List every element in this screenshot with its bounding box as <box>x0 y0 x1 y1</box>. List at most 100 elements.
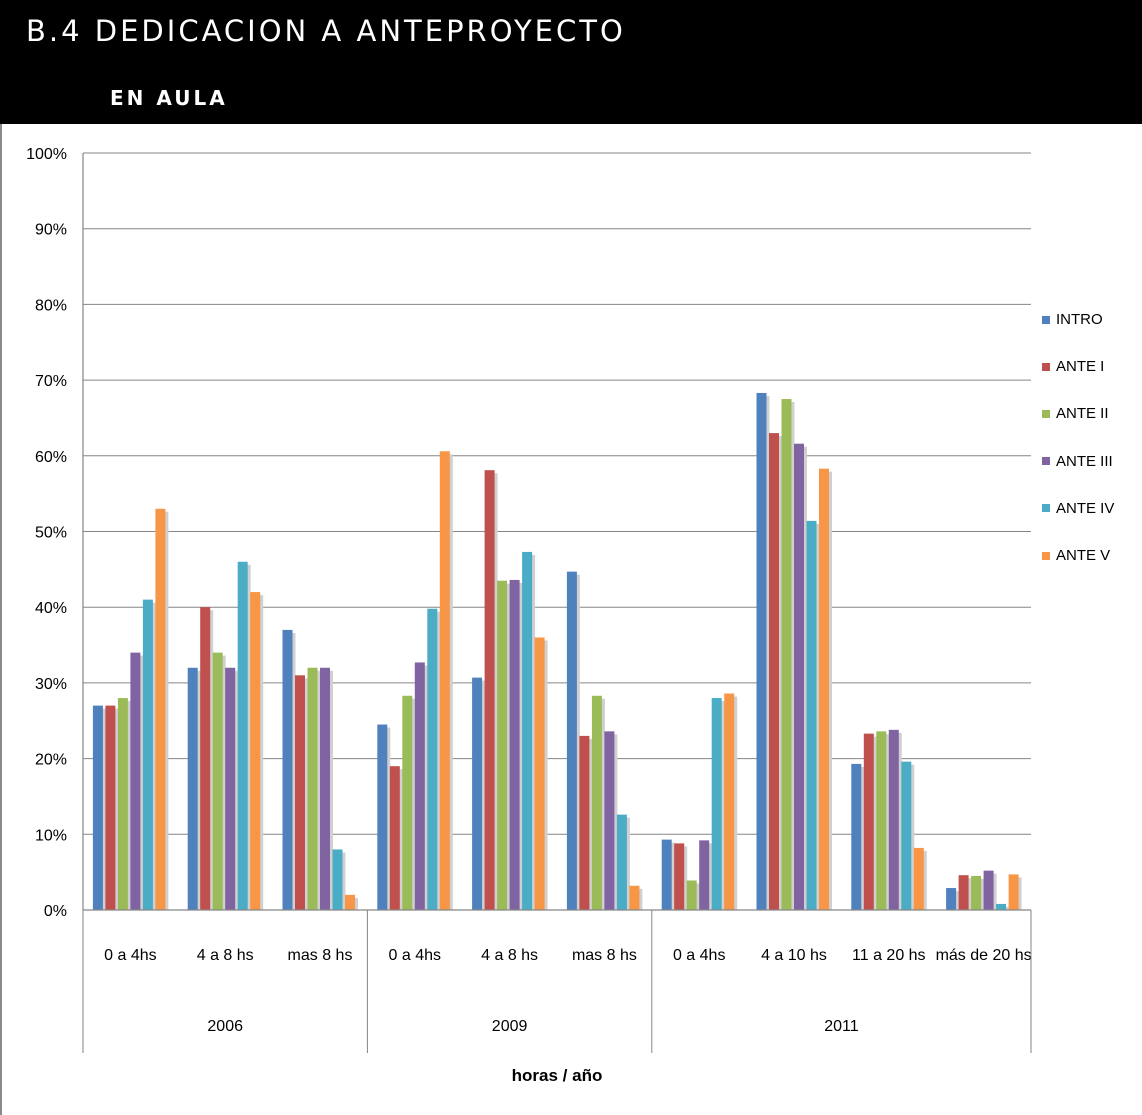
x-tick-label: 0 a 4hs <box>104 947 156 964</box>
x-tick-label: 4 a 8 hs <box>481 947 538 964</box>
legend-item: ANTE I <box>1042 343 1140 390</box>
bar <box>439 451 450 910</box>
legend-label: ANTE I <box>1056 358 1105 376</box>
legend-swatch <box>1042 551 1050 560</box>
y-tick-label: 10% <box>35 827 67 844</box>
page-title: B.4 DEDICACION A ANTEPROYECTO <box>26 14 626 48</box>
legend-label: ANTE III <box>1056 452 1113 470</box>
bar <box>996 903 1007 910</box>
legend-item: ANTE II <box>1042 390 1140 437</box>
bar <box>484 470 495 910</box>
bar <box>250 592 261 910</box>
chart-legend: INTRO ANTE I ANTE II ANTE III ANTE IV ANTE V <box>1042 296 1140 579</box>
bar <box>522 551 533 910</box>
legend-swatch <box>1042 504 1050 513</box>
bar <box>389 766 400 910</box>
y-tick-label: 40% <box>35 600 67 617</box>
bar <box>237 561 248 910</box>
x-tick-label: mas 8 hs <box>572 947 637 964</box>
bar <box>155 508 166 910</box>
bar <box>402 695 413 910</box>
bar <box>711 698 722 910</box>
legend-item: ANTE III <box>1042 438 1140 485</box>
bar <box>699 840 710 910</box>
bar <box>756 392 767 910</box>
group-label: 2011 <box>824 1018 859 1035</box>
legend-item: ANTE V <box>1042 532 1140 579</box>
legend-item: ANTE IV <box>1042 485 1140 532</box>
bar <box>806 520 817 910</box>
bar <box>769 433 779 910</box>
y-tick-label: 20% <box>35 752 67 769</box>
bar <box>427 608 438 910</box>
bar <box>674 843 685 910</box>
bar <box>781 399 792 910</box>
bar <box>794 443 804 910</box>
bar <box>851 763 862 910</box>
y-tick-label: 50% <box>35 525 67 542</box>
bar <box>579 735 590 910</box>
bar <box>863 733 874 910</box>
y-tick-label: 70% <box>35 373 67 390</box>
legend-label: ANTE IV <box>1056 499 1115 517</box>
legend-swatch <box>1042 409 1050 418</box>
bar <box>377 724 388 910</box>
bar <box>876 731 887 910</box>
bar <box>130 652 141 910</box>
y-tick-label: 0% <box>44 903 67 920</box>
legend-swatch <box>1042 457 1050 466</box>
bar <box>1008 874 1019 910</box>
x-tick-label: 0 a 4hs <box>673 947 725 964</box>
bar <box>534 637 545 910</box>
legend-label: ANTE II <box>1056 405 1109 423</box>
y-tick-label: 90% <box>35 222 67 239</box>
bar <box>307 667 318 910</box>
legend-swatch <box>1042 362 1050 371</box>
bar <box>332 849 343 910</box>
bar <box>200 607 211 910</box>
y-tick-label: 30% <box>35 676 67 693</box>
bar <box>946 888 957 910</box>
bar <box>888 729 899 910</box>
y-tick-label: 80% <box>35 297 67 314</box>
page-subtitle: EN AULA <box>110 86 228 110</box>
legend-item: INTRO <box>1042 296 1140 343</box>
bar <box>497 580 508 910</box>
legend-swatch <box>1042 315 1050 324</box>
bar <box>105 705 116 910</box>
x-tick-label: mas 8 hs <box>288 947 353 964</box>
y-tick-label: 100% <box>26 146 67 163</box>
x-tick-label: 0 a 4hs <box>389 947 441 964</box>
bar <box>604 731 615 910</box>
bar <box>616 814 627 910</box>
bar <box>117 698 128 910</box>
bar <box>414 662 425 910</box>
bar <box>971 875 982 910</box>
bar <box>320 667 330 910</box>
bar <box>913 847 924 910</box>
bar <box>724 693 735 910</box>
bar <box>958 875 969 910</box>
bar <box>591 695 602 910</box>
group-label: 2009 <box>492 1018 528 1035</box>
x-axis-title: horas / año <box>512 1066 603 1085</box>
bar <box>212 652 223 910</box>
bar <box>509 579 520 910</box>
bar <box>142 599 153 910</box>
header-banner: B.4 DEDICACION A ANTEPROYECTO EN AULA <box>0 0 1142 124</box>
legend-label: ANTE V <box>1056 547 1111 565</box>
x-tick-label: 4 a 8 hs <box>197 947 254 964</box>
x-tick-label: 11 a 20 hs <box>852 947 926 964</box>
bar <box>819 468 829 910</box>
bar <box>92 705 103 910</box>
bar <box>901 761 912 910</box>
bar <box>282 629 293 910</box>
bar <box>686 880 697 910</box>
group-label: 2006 <box>207 1018 243 1035</box>
chart-frame <box>0 124 1142 1115</box>
x-tick-label: más de 20 hs <box>936 947 1032 964</box>
bar <box>472 677 483 910</box>
bar <box>187 667 198 910</box>
bar <box>629 885 640 910</box>
bar <box>345 894 355 910</box>
